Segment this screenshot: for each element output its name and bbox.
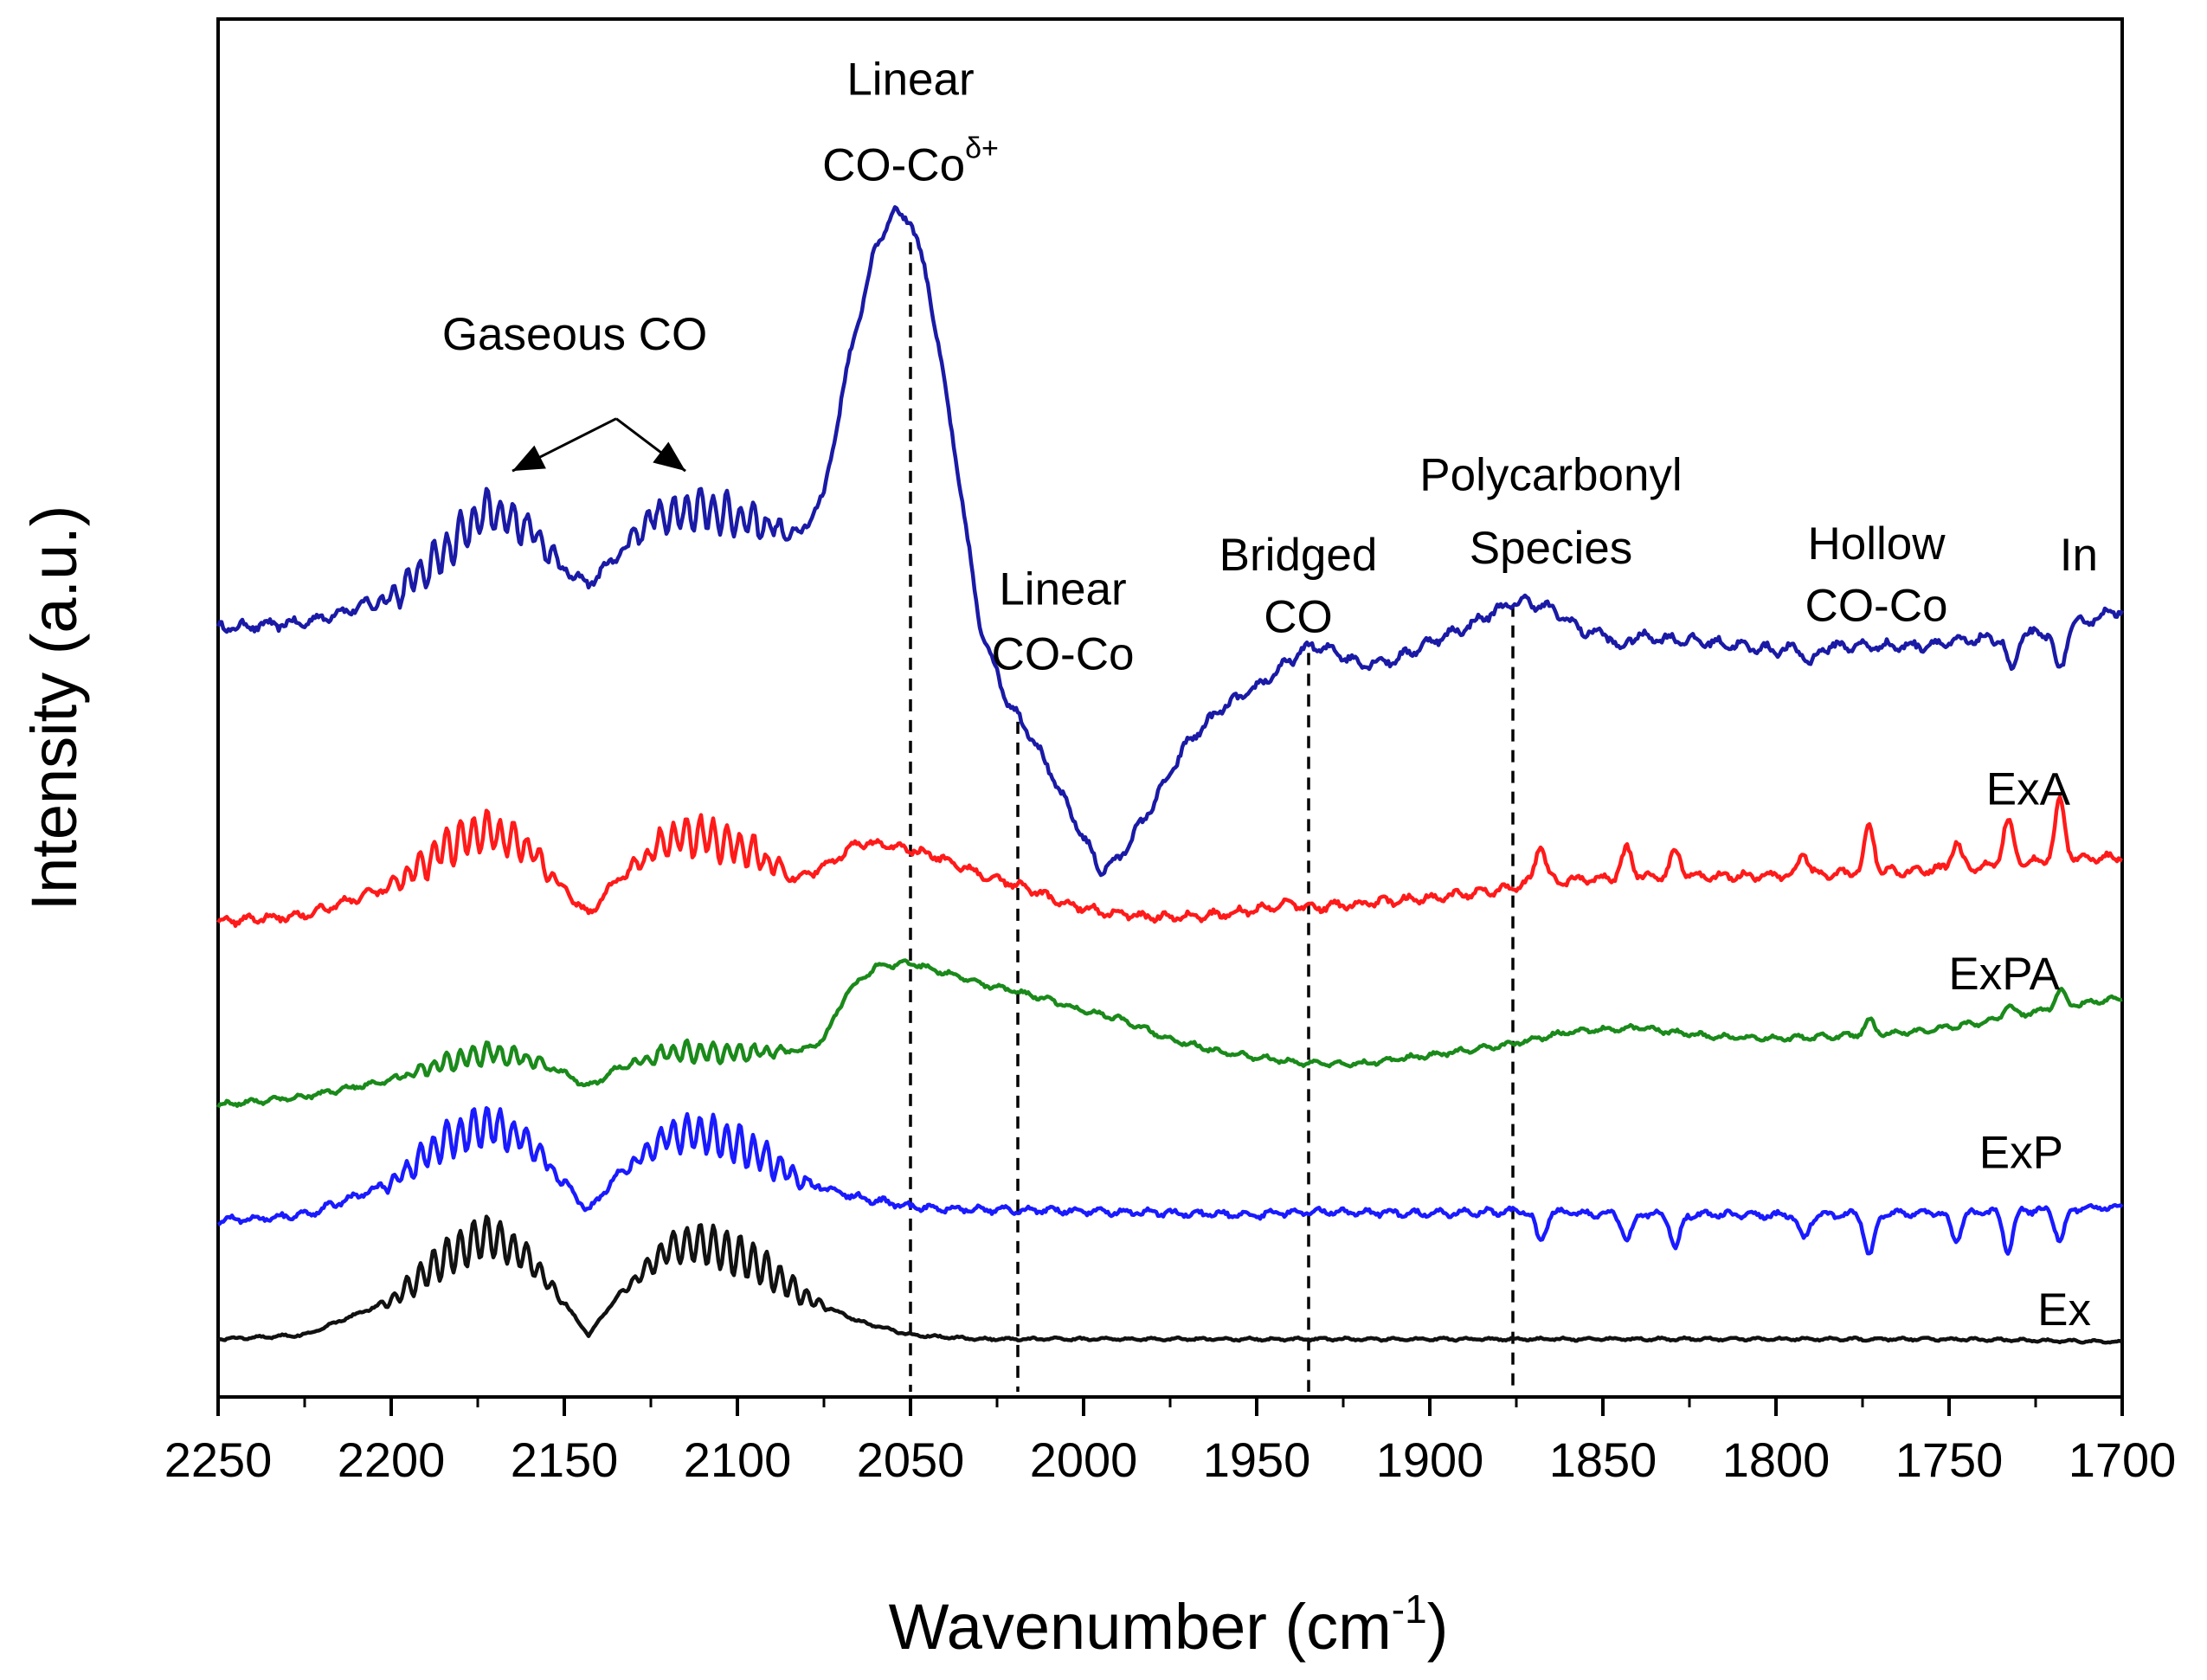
arrow-head (653, 441, 685, 472)
series-label-expa: ExPA (1948, 949, 2060, 1000)
x-tick-label: 2000 (1030, 1432, 1138, 1487)
series-line-exp (216, 1105, 2124, 1256)
series-label-in: In (2060, 530, 2098, 581)
x-tick-label: 2100 (684, 1432, 792, 1487)
x-tick-label: 1950 (1203, 1432, 1311, 1487)
y-axis-title: Intensity (a.u.) (18, 505, 90, 911)
series-line-in (216, 205, 2125, 878)
x-tick-label: 1700 (2069, 1432, 2177, 1487)
x-tick-label: 2200 (338, 1432, 446, 1487)
x-axis-title-main: Wavenumber (cm (889, 1591, 1392, 1663)
annotation-gaseous-co-line1: Gaseous CO (442, 309, 707, 360)
annotation-linear-co-co-delta-line1: Linear (846, 55, 974, 106)
series-line-ex (216, 1214, 2123, 1345)
annotation-polycarbonyl-species-line2: Species (1470, 523, 1633, 574)
arrow-head (512, 445, 546, 472)
series-label-exp: ExP (1979, 1128, 2063, 1179)
x-axis-ticks: 2250 2200 2150 2100 2050 2000 1950 1900 1850 1800… (164, 1397, 2177, 1487)
annotation-superscript: δ+ (965, 132, 999, 164)
series-lines (216, 205, 2125, 1345)
x-axis-title: Wavenumber (cm-1) (889, 1587, 1449, 1663)
x-tick-label: 1900 (1376, 1432, 1484, 1487)
series-labels: In ExA ExPA ExP Ex (1948, 530, 2098, 1336)
plot-frame (216, 17, 2124, 1399)
annotation-bridged-co-line2: CO (1264, 591, 1333, 642)
annotation-linear-co-co-delta-line2: CO-Coδ+ (822, 132, 999, 190)
series-label-ex: Ex (2037, 1284, 2091, 1336)
annotation-hollow-co-co-line1: Hollow (1807, 518, 1946, 570)
annotation-bridged-co-line1: Bridged (1219, 530, 1378, 581)
annotation-hollow-co-co-line2: CO-Co (1805, 581, 1948, 632)
x-tick-label: 2050 (857, 1432, 965, 1487)
series-line-expa (216, 958, 2123, 1109)
x-tick-label: 1750 (1895, 1432, 2004, 1487)
annotation-linear-co-co-line1: Linear (999, 564, 1126, 615)
x-tick-label: 2250 (164, 1432, 273, 1487)
x-tick-label: 2150 (511, 1432, 619, 1487)
series-label-exa: ExA (1986, 763, 2071, 814)
annotation-linear-co-co-line2: CO-Co (992, 628, 1135, 679)
dashed-markers (909, 241, 1515, 1392)
x-axis-title-close: ) (1427, 1591, 1449, 1663)
x-axis-title-sup: -1 (1392, 1587, 1427, 1632)
series-line-exa (216, 795, 2123, 929)
x-tick-label: 1850 (1549, 1432, 1657, 1487)
x-tick-label: 1800 (1722, 1432, 1831, 1487)
annotation-polycarbonyl-species-line1: Polycarbonyl (1419, 449, 1682, 500)
